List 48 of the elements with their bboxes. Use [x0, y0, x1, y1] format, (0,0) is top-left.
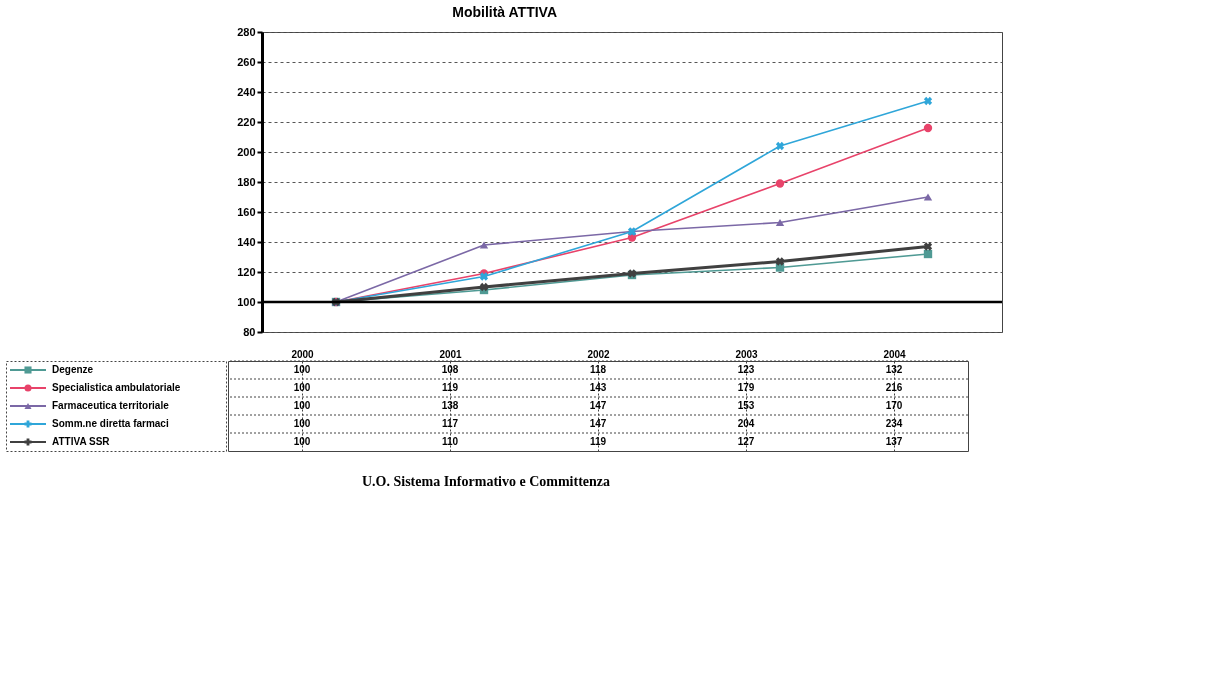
- data-label: 127: [737, 436, 755, 447]
- x-tick-label: 2002: [587, 348, 611, 360]
- y-tick-label: 220: [237, 115, 256, 128]
- data-label: 118: [589, 364, 607, 375]
- data-label: 100: [293, 364, 311, 375]
- x-tick-label: 2001: [439, 348, 463, 360]
- legend-label: Degenze: [52, 364, 94, 375]
- data-label: 100: [293, 436, 311, 447]
- x-tick-label: 2000: [291, 348, 315, 360]
- data-label: 123: [737, 364, 755, 375]
- y-tick-label: 180: [237, 175, 256, 188]
- y-tick-label: 80: [243, 325, 256, 338]
- y-tick-label: 280: [237, 25, 256, 38]
- legend-label: Somm.ne diretta farmaci: [52, 418, 169, 429]
- y-tick-label: 240: [237, 85, 256, 98]
- data-label: 110: [441, 436, 459, 447]
- y-tick-label: 200: [237, 145, 256, 158]
- x-tick-label: 2003: [735, 348, 759, 360]
- data-label: 119: [589, 436, 607, 447]
- data-label: 132: [885, 364, 903, 375]
- y-tick-label: 140: [237, 235, 256, 248]
- data-label: 204: [737, 418, 755, 429]
- text: U.O. Sistema Informativo e Committenza: [361, 474, 611, 489]
- data-label: 170: [885, 400, 903, 411]
- y-tick-label: 100: [237, 295, 256, 308]
- data-label: 100: [293, 400, 311, 411]
- data-label: 137: [885, 436, 903, 447]
- data-label: 119: [441, 382, 459, 393]
- data-label: 234: [885, 418, 903, 429]
- chart-title: Mobilità ATTIVA: [452, 3, 557, 20]
- data-label: 100: [293, 382, 311, 393]
- x-tick-label: 2004: [883, 348, 907, 360]
- data-label: 117: [441, 418, 459, 429]
- legend-label: ATTIVA SSR: [52, 436, 111, 447]
- data-label: 179: [737, 382, 755, 393]
- data-label: 138: [441, 400, 459, 411]
- data-label: 108: [441, 364, 459, 375]
- data-label: 143: [589, 382, 607, 393]
- y-tick-label: 120: [237, 265, 256, 278]
- legend-label: Farmaceutica territoriale: [52, 400, 170, 411]
- y-tick-label: 160: [237, 205, 256, 218]
- data-label: 147: [589, 400, 607, 411]
- data-label: 216: [885, 382, 903, 393]
- legend-label: Specialistica ambulatoriale: [52, 382, 181, 393]
- data-label: 147: [589, 418, 607, 429]
- data-label: 153: [737, 400, 755, 411]
- y-tick-label: 260: [237, 55, 256, 68]
- data-label: 100: [293, 418, 311, 429]
